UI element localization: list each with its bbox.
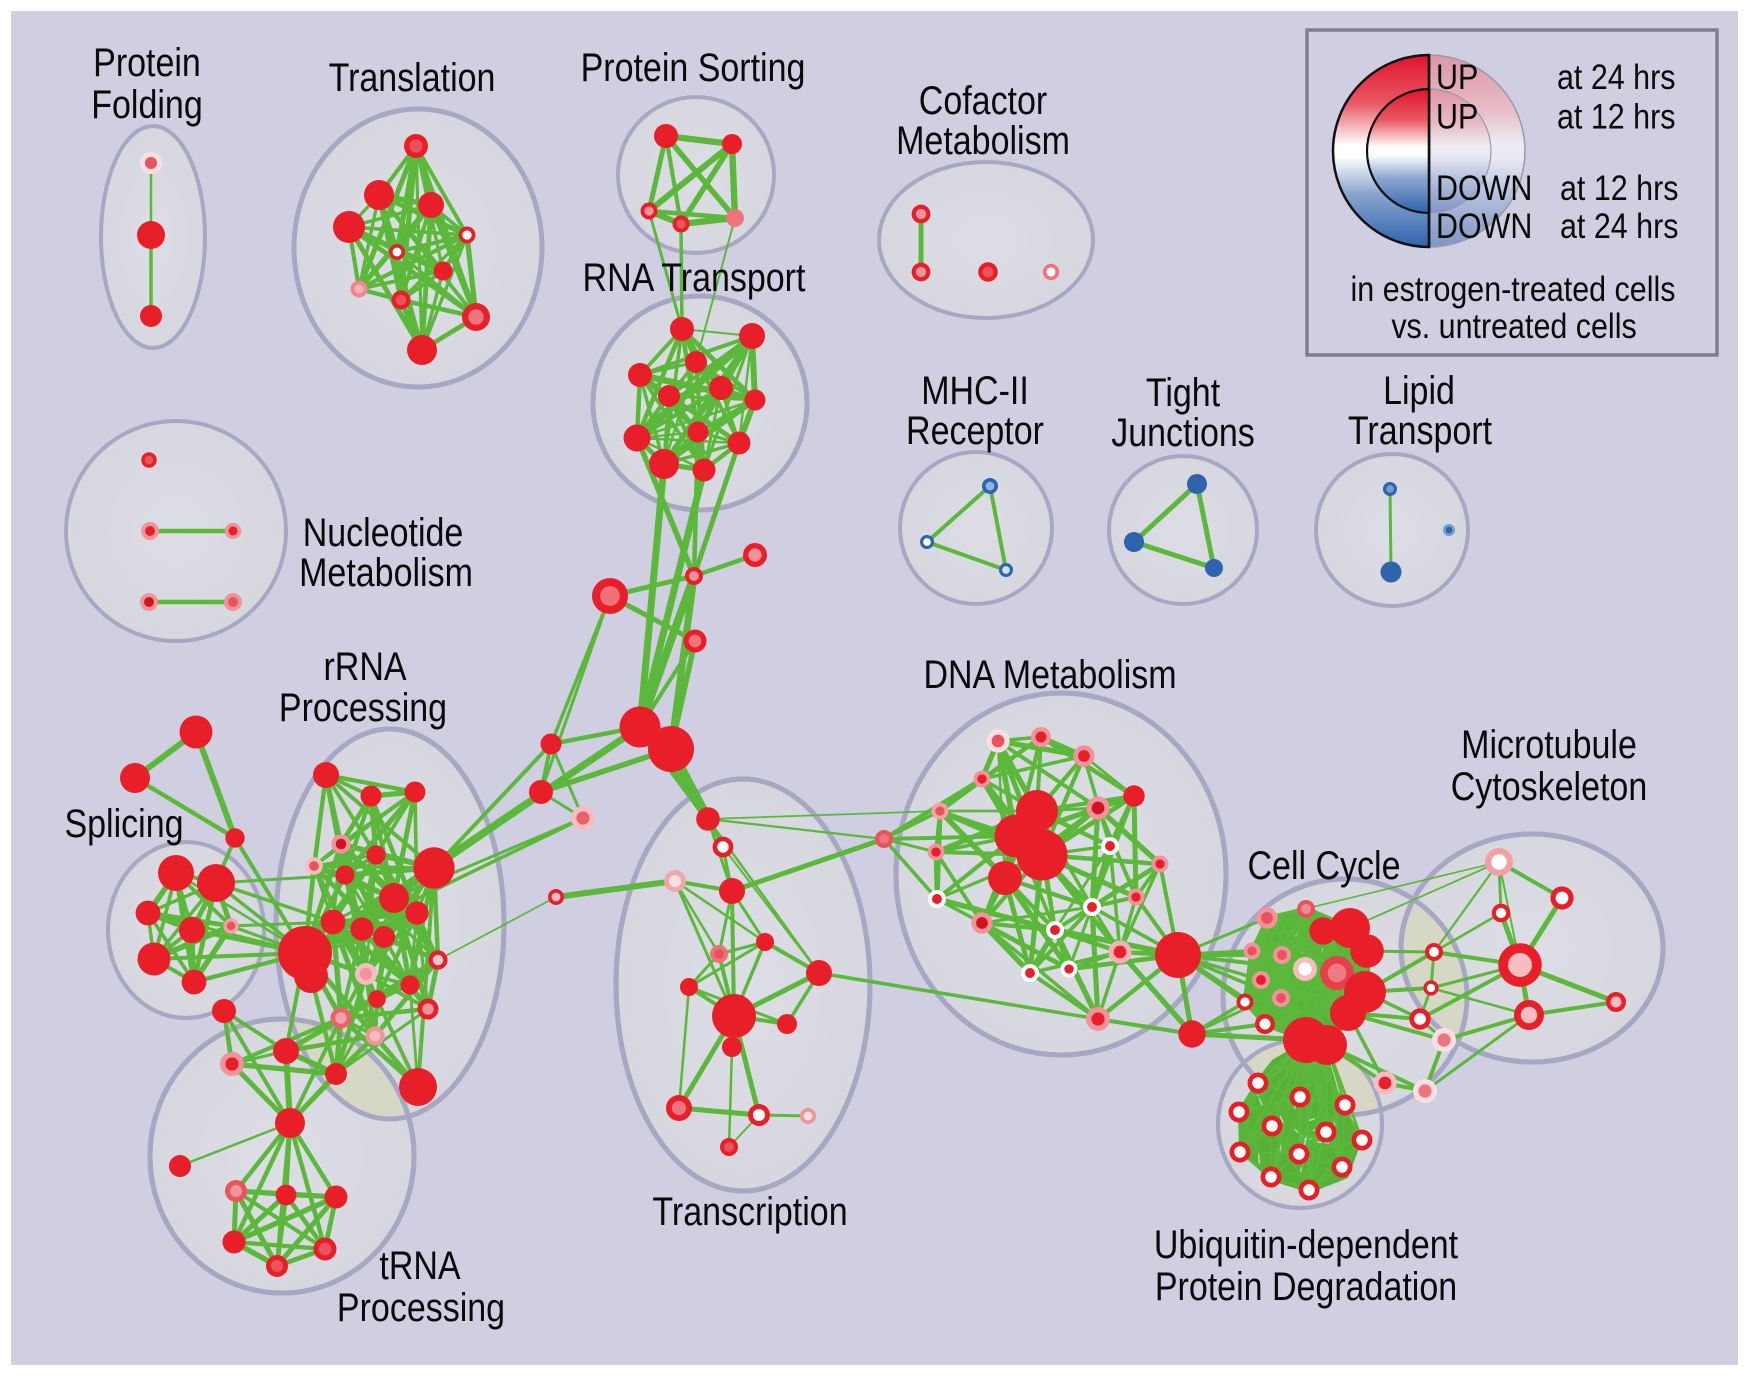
svg-text:Cell Cycle: Cell Cycle (1248, 842, 1401, 887)
svg-text:Ubiquitin-dependent: Ubiquitin-dependent (1154, 1221, 1459, 1266)
svg-text:Metabolism: Metabolism (299, 549, 473, 594)
svg-text:Microtubule: Microtubule (1461, 721, 1637, 766)
svg-text:Folding: Folding (91, 81, 202, 126)
svg-text:at 12 hrs: at 12 hrs (1557, 96, 1675, 135)
svg-text:rRNA: rRNA (323, 643, 406, 688)
svg-text:vs. untreated cells: vs. untreated cells (1391, 306, 1636, 345)
svg-text:tRNA: tRNA (379, 1242, 460, 1287)
svg-text:Protein: Protein (93, 39, 201, 84)
svg-text:UP: UP (1436, 57, 1478, 96)
svg-text:Translation: Translation (329, 54, 496, 99)
svg-text:Junctions: Junctions (1111, 409, 1255, 454)
svg-text:at 12 hrs: at 12 hrs (1560, 168, 1678, 207)
svg-text:Tight: Tight (1146, 369, 1221, 414)
svg-text:Receptor: Receptor (906, 407, 1044, 452)
svg-text:Processing: Processing (279, 684, 447, 729)
svg-text:at 24 hrs: at 24 hrs (1557, 57, 1675, 96)
svg-text:RNA Transport: RNA Transport (583, 254, 807, 299)
svg-text:Lipid: Lipid (1383, 367, 1455, 412)
svg-text:Cofactor: Cofactor (919, 77, 1047, 122)
svg-text:Protein Degradation: Protein Degradation (1155, 1263, 1457, 1308)
svg-text:Cytoskeleton: Cytoskeleton (1451, 763, 1647, 808)
svg-text:DNA Metabolism: DNA Metabolism (923, 651, 1176, 696)
svg-text:Metabolism: Metabolism (896, 117, 1070, 162)
svg-text:UP: UP (1436, 96, 1478, 135)
svg-text:Splicing: Splicing (64, 800, 183, 845)
svg-text:Transport: Transport (1348, 407, 1493, 452)
svg-text:Processing: Processing (337, 1284, 505, 1329)
svg-text:Protein Sorting: Protein Sorting (581, 44, 806, 89)
svg-text:Transcription: Transcription (652, 1188, 847, 1233)
svg-text:DOWN: DOWN (1436, 168, 1532, 207)
svg-text:at 24 hrs: at 24 hrs (1560, 206, 1678, 245)
svg-text:MHC-II: MHC-II (921, 367, 1029, 412)
svg-text:DOWN: DOWN (1436, 206, 1532, 245)
svg-text:Nucleotide: Nucleotide (303, 509, 464, 554)
svg-text:in estrogen-treated cells: in estrogen-treated cells (1351, 269, 1676, 308)
